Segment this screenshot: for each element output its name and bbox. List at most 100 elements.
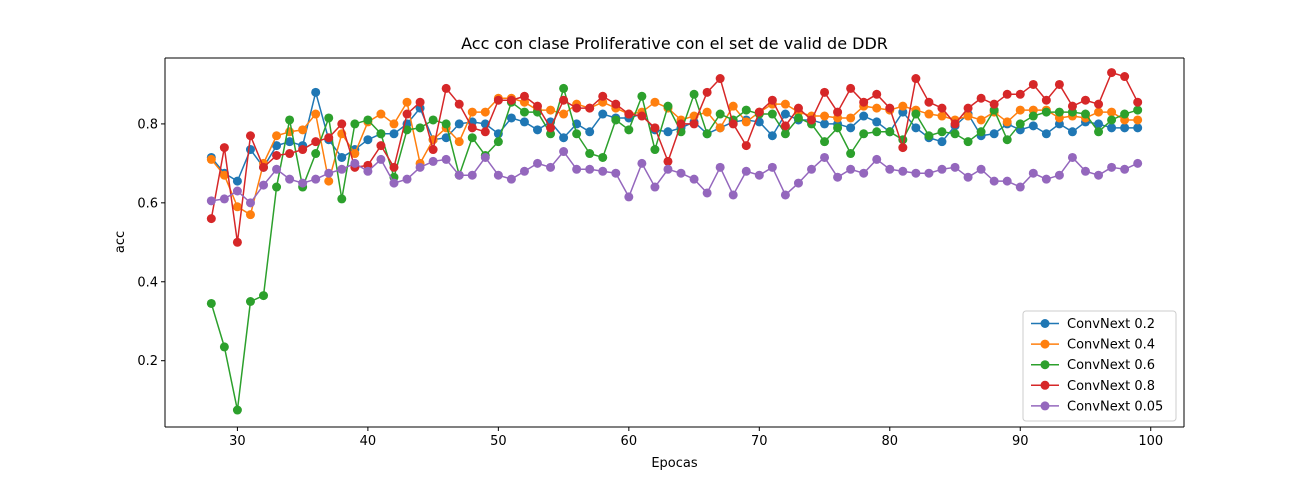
data-point xyxy=(663,127,673,137)
series-layer xyxy=(206,68,1143,415)
x-tick-label: 50 xyxy=(490,434,507,449)
legend-marker xyxy=(1040,360,1050,370)
data-point xyxy=(846,164,856,174)
data-point xyxy=(676,119,686,129)
y-tick-label: 0.8 xyxy=(137,117,158,132)
x-tick-label: 90 xyxy=(1012,434,1029,449)
data-point xyxy=(389,178,399,188)
data-point xyxy=(311,137,321,147)
data-point xyxy=(1120,109,1130,119)
data-point xyxy=(467,123,477,133)
legend: ConvNext 0.2 ConvNext 0.4 ConvNext 0.6 Conv… xyxy=(1022,310,1177,422)
x-tick-label: 80 xyxy=(882,434,899,449)
data-point xyxy=(519,107,529,117)
data-point xyxy=(741,105,751,115)
data-point xyxy=(963,172,973,182)
axes-frame xyxy=(164,57,1185,428)
data-point xyxy=(1107,107,1117,117)
data-point xyxy=(272,164,282,174)
data-point xyxy=(206,214,216,224)
data-point xyxy=(650,123,660,133)
data-point xyxy=(363,135,373,145)
data-point xyxy=(924,168,934,178)
data-point xyxy=(572,164,582,174)
data-point xyxy=(232,237,242,247)
data-point xyxy=(1028,111,1038,121)
data-point xyxy=(219,170,229,180)
data-point xyxy=(689,89,699,99)
legend-label: ConvNext 0.4 xyxy=(1067,338,1155,353)
data-point xyxy=(454,137,464,147)
data-point xyxy=(298,145,308,155)
data-point xyxy=(1041,174,1051,184)
data-point xyxy=(519,91,529,101)
data-point xyxy=(780,129,790,139)
data-point xyxy=(1028,168,1038,178)
data-point xyxy=(846,149,856,159)
data-point xyxy=(754,170,764,180)
data-point xyxy=(337,152,347,162)
data-point xyxy=(624,192,634,202)
data-point xyxy=(559,83,569,93)
legend-item-convnext-0-6: ConvNext 0.6 xyxy=(1031,358,1155,373)
data-point xyxy=(533,158,542,168)
data-point xyxy=(585,149,595,159)
data-point xyxy=(350,158,360,168)
data-point xyxy=(924,109,934,119)
legend-label: ConvNext 0.8 xyxy=(1067,379,1155,394)
data-point xyxy=(950,162,960,172)
data-point xyxy=(859,97,869,107)
data-point xyxy=(219,342,229,352)
chart-title: Acc con clase Proliferative con el set d… xyxy=(461,34,888,53)
data-point xyxy=(480,127,490,137)
data-point xyxy=(911,168,921,178)
data-point xyxy=(676,168,686,178)
data-point xyxy=(598,91,608,101)
x-tick-label: 30 xyxy=(229,434,246,449)
data-point xyxy=(872,127,882,137)
data-point xyxy=(559,109,569,119)
data-point xyxy=(637,158,647,168)
data-point xyxy=(611,168,621,178)
data-point xyxy=(963,103,973,113)
data-point xyxy=(1120,123,1130,133)
data-point xyxy=(402,109,412,119)
data-point xyxy=(624,109,634,119)
data-point xyxy=(728,119,738,129)
data-point xyxy=(767,162,777,172)
data-point xyxy=(689,174,699,184)
data-point xyxy=(898,101,908,111)
data-point xyxy=(1041,95,1051,105)
data-point xyxy=(937,127,947,137)
data-point xyxy=(793,178,803,188)
data-point xyxy=(1094,127,1104,137)
data-point xyxy=(1015,89,1025,99)
data-point xyxy=(350,119,360,129)
data-point xyxy=(324,176,334,186)
data-point xyxy=(1094,107,1104,117)
y-axis-title: acc xyxy=(113,231,128,253)
data-point xyxy=(637,91,647,101)
data-point xyxy=(533,101,542,111)
data-point xyxy=(702,188,712,198)
legend-label: ConvNext 0.05 xyxy=(1067,399,1163,414)
data-point xyxy=(637,111,647,121)
data-point xyxy=(611,99,621,109)
data-point xyxy=(885,103,895,113)
data-point xyxy=(833,123,843,133)
data-point xyxy=(389,129,399,139)
data-point xyxy=(833,172,843,182)
data-point xyxy=(232,405,242,415)
data-point xyxy=(728,190,738,200)
data-point xyxy=(793,103,803,113)
data-point xyxy=(911,74,921,84)
data-point xyxy=(702,87,712,97)
data-point xyxy=(376,109,386,119)
data-point xyxy=(454,99,464,109)
data-point xyxy=(780,109,790,119)
data-point xyxy=(1002,117,1012,127)
data-point xyxy=(820,119,830,129)
x-tick-label: 40 xyxy=(360,434,377,449)
data-point xyxy=(898,166,908,176)
data-point xyxy=(1080,109,1090,119)
